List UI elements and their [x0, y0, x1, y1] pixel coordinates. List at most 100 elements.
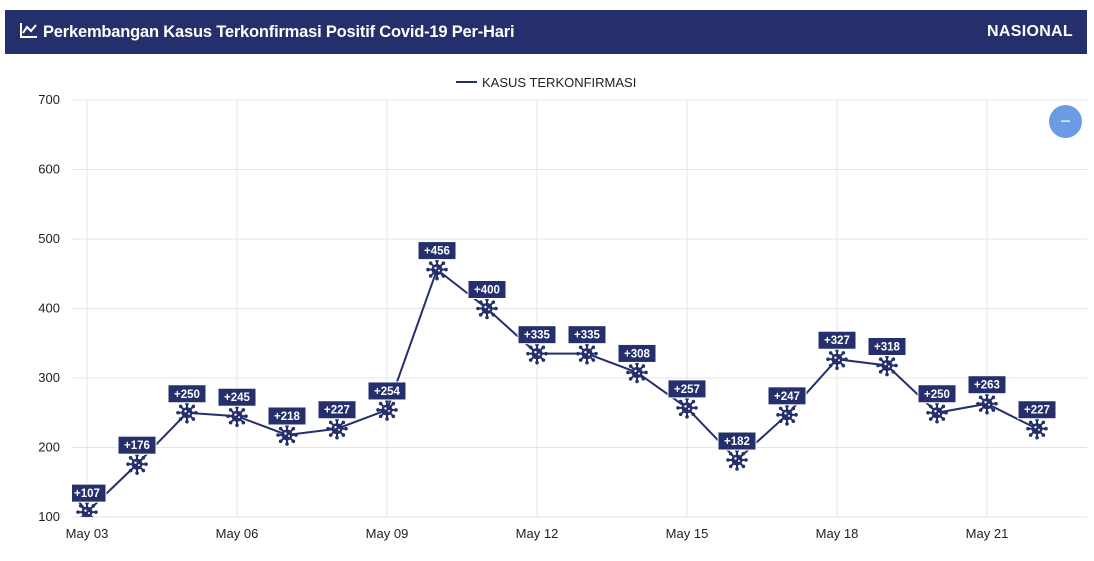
- data-label-box: [31, 420, 43, 438]
- data-label-text: +308: [624, 348, 651, 360]
- data-label-box: [217, 387, 257, 407]
- y-tick-label: 300: [38, 370, 60, 385]
- header-title: Perkembangan Kasus Terkonfirmasi Positif…: [43, 22, 515, 41]
- virus-marker: [526, 342, 548, 365]
- x-tick-label: May 12: [516, 526, 559, 541]
- data-label-box: [167, 384, 207, 404]
- y-tick-label: 500: [38, 231, 60, 246]
- data-label: +247: [767, 386, 807, 406]
- data-label-box: [1017, 400, 1057, 420]
- data-label: +227: [317, 400, 357, 420]
- data-label-text: +218: [274, 411, 301, 423]
- data-label-text: +318: [874, 341, 901, 353]
- data-label: +107: [72, 483, 107, 503]
- virus-marker: [176, 401, 198, 424]
- data-label-box: [417, 241, 457, 261]
- data-label-box: [717, 431, 757, 451]
- data-label-box: [917, 384, 957, 404]
- data-label: +335: [567, 325, 607, 345]
- virus-marker: [976, 392, 998, 415]
- data-label: +182: [717, 431, 757, 451]
- data-label-box: [617, 343, 657, 363]
- data-label: +250: [917, 384, 957, 404]
- data-label: +308: [617, 343, 657, 363]
- data-label-text: +245: [224, 392, 251, 404]
- x-tick-label: May 21: [966, 526, 1009, 541]
- data-label-box: [367, 381, 407, 401]
- data-label-text: +107: [74, 488, 100, 500]
- data-label: +263: [967, 375, 1007, 395]
- confirmed-cases-line-chart: 100 200 300 400 500 600 700 May 03 May 06 May 09 M…: [31, 75, 1087, 541]
- virus-marker: [626, 361, 648, 384]
- data-label: +327: [817, 330, 857, 350]
- data-label: +257: [667, 379, 707, 399]
- data-label-text: +327: [824, 335, 850, 347]
- virus-marker: [1026, 417, 1048, 440]
- virus-marker: [576, 342, 598, 365]
- series-group: +107 +176 +250 +245 +218 +227 +254 +456 +400 +335…: [31, 241, 1057, 517]
- virus-marker: [76, 501, 98, 517]
- y-tick-label: 600: [38, 162, 60, 177]
- data-label-box: [567, 325, 607, 345]
- data-label-text: +176: [124, 440, 150, 452]
- data-label: +176: [117, 435, 157, 455]
- chart-header: Perkembangan Kasus Terkonfirmasi Positif…: [5, 10, 1087, 54]
- virus-marker: [126, 453, 148, 475]
- data-label-box: [267, 406, 307, 426]
- y-tick-label: 400: [38, 301, 60, 316]
- data-label: +227: [1017, 400, 1057, 420]
- data-label: +318: [867, 336, 907, 356]
- x-tick-label: May 09: [366, 526, 409, 541]
- data-label-box: [317, 400, 357, 420]
- virus-marker: [376, 399, 398, 421]
- zoom-out-button[interactable]: −: [1049, 105, 1082, 138]
- minus-icon: −: [1060, 111, 1071, 131]
- data-label: +245: [217, 387, 257, 407]
- y-tick-label: 100: [38, 509, 60, 524]
- region-label: NASIONAL: [987, 23, 1073, 40]
- data-label-box: [72, 483, 107, 503]
- x-tick-label: May 18: [816, 526, 859, 541]
- x-tick-label: May 03: [66, 526, 109, 541]
- data-label-text: +227: [324, 405, 350, 417]
- virus-marker: [276, 424, 298, 446]
- data-label-text: +400: [474, 285, 500, 297]
- virus-marker: [676, 397, 698, 419]
- line-chart-icon: [19, 21, 39, 44]
- data-label-text: +182: [724, 436, 750, 448]
- data-label: +254: [367, 381, 407, 401]
- virus-marker: [826, 348, 848, 371]
- data-label-text: +227: [1024, 405, 1050, 417]
- data-label-text: +263: [974, 380, 1000, 392]
- legend-label: KASUS TERKONFIRMASI: [482, 75, 636, 90]
- x-tick-label: May 15: [666, 526, 709, 541]
- y-tick-label: 200: [38, 440, 60, 455]
- data-label-box: [667, 379, 707, 399]
- data-label-text: +335: [524, 330, 551, 342]
- data-label-box: [467, 280, 507, 299]
- data-label: [31, 420, 43, 438]
- data-label-text: +254: [374, 386, 401, 398]
- data-label: +335: [517, 325, 557, 345]
- data-label-text: +456: [424, 246, 450, 258]
- header-left: Perkembangan Kasus Terkonfirmasi Positif…: [19, 21, 515, 44]
- virus-marker: [226, 405, 248, 428]
- virus-marker: [876, 354, 898, 377]
- virus-marker: [776, 404, 798, 426]
- data-label: +456: [417, 241, 457, 261]
- data-label-text: +247: [774, 391, 800, 403]
- data-label-box: [117, 435, 157, 455]
- data-label-text: +250: [924, 389, 950, 401]
- y-tick-label: 700: [38, 92, 60, 107]
- virus-marker: [926, 401, 948, 424]
- virus-marker: [426, 258, 448, 281]
- data-label-box: [967, 375, 1007, 395]
- data-label: +400: [467, 280, 507, 299]
- data-label-box: [517, 325, 557, 345]
- data-label: +250: [167, 384, 207, 404]
- x-tick-label: May 06: [216, 526, 259, 541]
- data-label-text: +335: [574, 330, 601, 342]
- virus-marker: [726, 449, 748, 471]
- data-label-text: +250: [174, 389, 200, 401]
- virus-marker: [326, 417, 348, 440]
